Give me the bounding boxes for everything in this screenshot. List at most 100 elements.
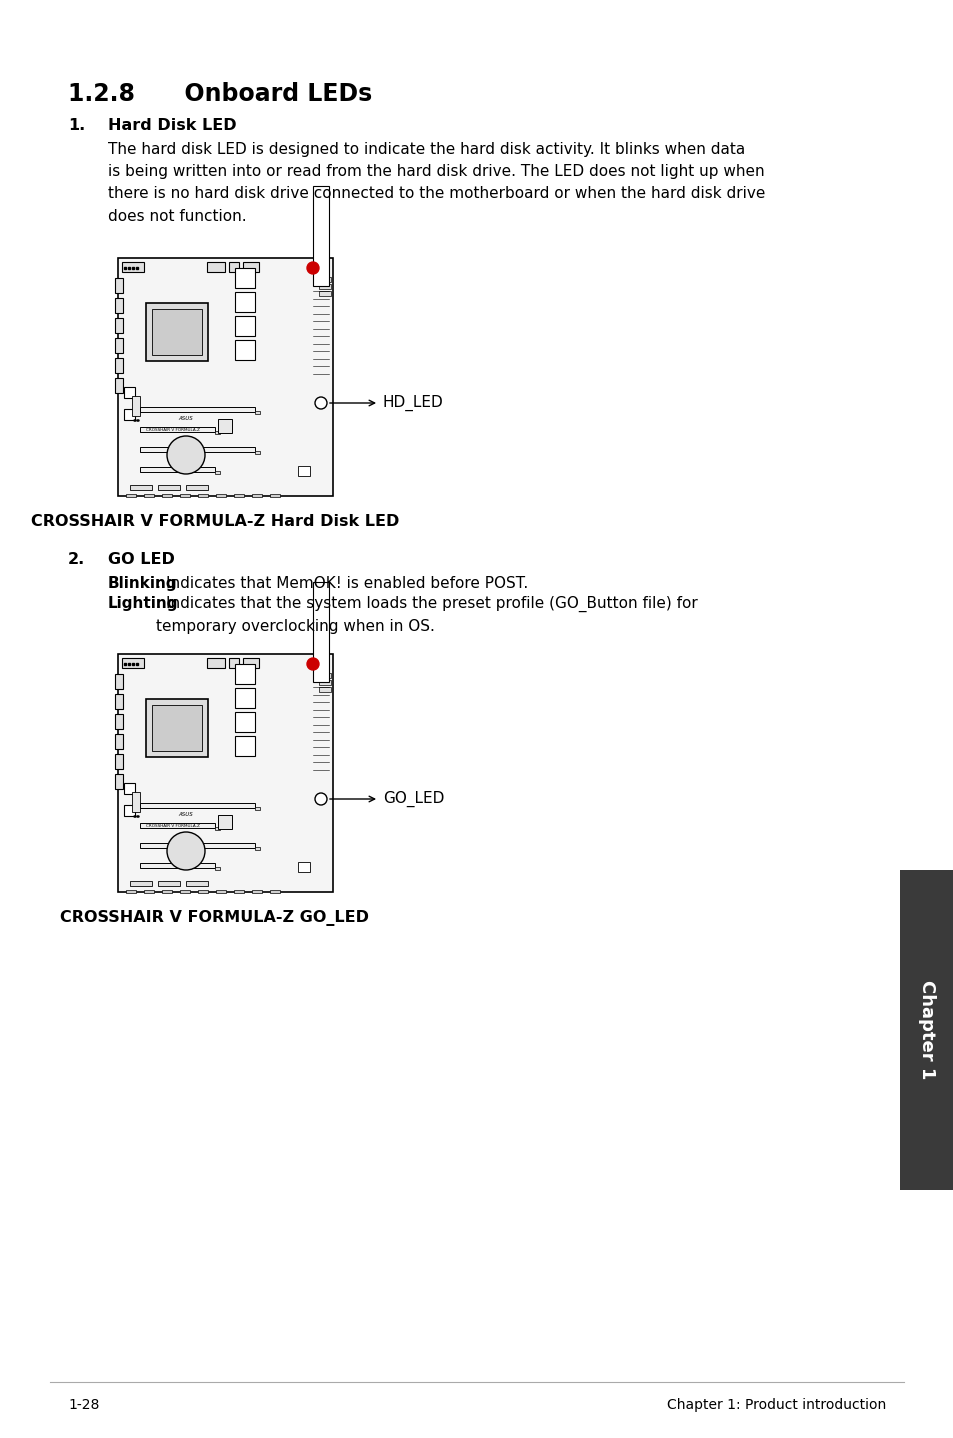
Text: : Indicates that the system loads the preset profile (GO_Button file) for
tempor: : Indicates that the system loads the pr… <box>156 595 697 634</box>
Bar <box>140 823 214 828</box>
Bar <box>254 847 260 850</box>
Bar <box>297 861 310 871</box>
Bar <box>270 890 280 893</box>
Bar <box>118 654 333 892</box>
Bar <box>115 674 123 689</box>
Bar <box>297 466 310 476</box>
Bar <box>144 890 153 893</box>
Bar <box>318 673 331 677</box>
Bar <box>186 485 208 490</box>
Bar <box>234 712 254 732</box>
Bar <box>162 495 172 498</box>
Bar <box>233 495 244 498</box>
Bar <box>122 262 144 272</box>
Bar <box>115 278 123 293</box>
Bar <box>252 495 262 498</box>
Bar <box>270 495 280 498</box>
Text: 2.: 2. <box>68 552 85 567</box>
Bar <box>140 802 254 808</box>
Bar <box>234 687 254 707</box>
Bar <box>124 784 135 794</box>
Bar <box>198 495 208 498</box>
Bar <box>243 659 258 669</box>
Text: CROSSHAIR V FORMULA-Z: CROSSHAIR V FORMULA-Z <box>146 824 200 828</box>
Bar <box>130 881 152 886</box>
Text: CROSSHAIR V FORMULA-Z GO_LED: CROSSHAIR V FORMULA-Z GO_LED <box>60 910 369 926</box>
Bar <box>254 411 260 414</box>
Text: HD_LED: HD_LED <box>382 395 443 411</box>
Bar <box>214 867 220 870</box>
Text: ASUS: ASUS <box>178 812 193 817</box>
Bar <box>132 395 140 416</box>
Bar <box>233 890 244 893</box>
Text: Blinking: Blinking <box>108 577 177 591</box>
Bar <box>215 495 226 498</box>
Bar <box>115 733 123 749</box>
Bar <box>243 262 258 272</box>
Bar <box>115 338 123 352</box>
Bar <box>124 387 135 398</box>
Bar <box>140 427 214 431</box>
Text: CROSSHAIR V FORMULA-Z Hard Disk LED: CROSSHAIR V FORMULA-Z Hard Disk LED <box>30 513 398 529</box>
Bar <box>214 472 220 475</box>
Bar <box>140 843 254 848</box>
Text: 1.2.8      Onboard LEDs: 1.2.8 Onboard LEDs <box>68 82 372 106</box>
Text: 1.: 1. <box>68 118 85 132</box>
Bar <box>115 754 123 769</box>
Bar <box>218 815 232 828</box>
Text: 1-28: 1-28 <box>68 1398 99 1412</box>
Bar <box>130 485 152 490</box>
Bar <box>234 292 254 312</box>
Bar <box>207 262 225 272</box>
Circle shape <box>314 397 327 408</box>
Bar <box>140 407 254 413</box>
Bar <box>122 659 144 669</box>
Text: The hard disk LED is designed to indicate the hard disk activity. It blinks when: The hard disk LED is designed to indicat… <box>108 142 764 223</box>
Bar <box>234 339 254 360</box>
Bar <box>115 695 123 709</box>
Bar <box>313 186 329 286</box>
Text: GO LED: GO LED <box>108 552 174 567</box>
Text: ASUS: ASUS <box>178 416 193 421</box>
Bar <box>124 805 135 815</box>
Bar <box>115 378 123 393</box>
Bar <box>180 890 190 893</box>
Bar <box>186 881 208 886</box>
Bar <box>254 807 260 810</box>
Bar <box>207 659 225 669</box>
Bar <box>140 447 254 452</box>
Circle shape <box>167 436 205 475</box>
Bar <box>158 485 180 490</box>
Bar <box>126 495 136 498</box>
Text: GO_LED: GO_LED <box>382 791 444 807</box>
Bar <box>140 863 214 869</box>
Bar <box>115 715 123 729</box>
Bar <box>318 283 331 289</box>
Bar <box>234 736 254 756</box>
Bar <box>146 699 208 756</box>
Text: Lighting: Lighting <box>108 595 178 611</box>
Bar <box>115 318 123 334</box>
Text: : Indicates that MemOK! is enabled before POST.: : Indicates that MemOK! is enabled befor… <box>156 577 528 591</box>
Bar <box>144 495 153 498</box>
Circle shape <box>307 659 318 670</box>
Circle shape <box>307 262 318 275</box>
Bar <box>198 890 208 893</box>
Bar <box>115 358 123 372</box>
Bar <box>115 298 123 313</box>
Bar <box>318 290 331 296</box>
Bar <box>318 687 331 692</box>
Bar <box>124 408 135 420</box>
Bar <box>132 792 140 812</box>
Text: Chapter 1: Chapter 1 <box>917 981 935 1080</box>
Text: CROSSHAIR V FORMULA-Z: CROSSHAIR V FORMULA-Z <box>146 429 200 431</box>
Text: Chapter 1: Product introduction: Chapter 1: Product introduction <box>666 1398 885 1412</box>
Bar <box>254 452 260 454</box>
Bar <box>140 467 214 472</box>
Bar <box>180 495 190 498</box>
Circle shape <box>167 833 205 870</box>
Circle shape <box>314 792 327 805</box>
Bar <box>152 705 202 751</box>
Bar <box>899 870 953 1191</box>
Bar <box>126 890 136 893</box>
